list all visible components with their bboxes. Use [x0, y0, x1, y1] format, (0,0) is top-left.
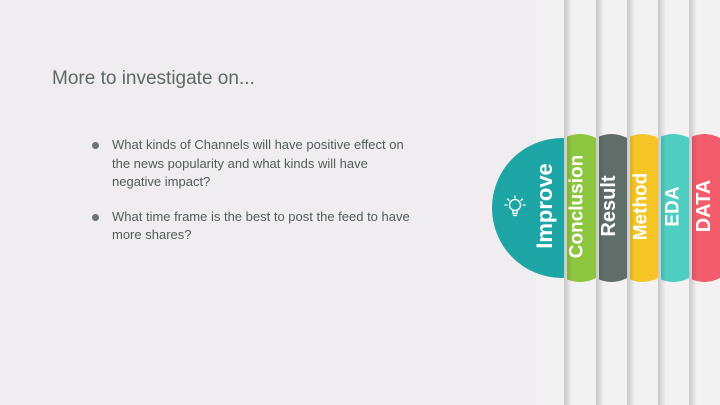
tab-result[interactable]: Result	[598, 175, 620, 237]
bullet-dot	[92, 213, 99, 221]
tab-shadow	[627, 0, 635, 405]
tab-shadow	[564, 0, 572, 405]
bullet-item: What time frame is the best to post the …	[90, 208, 420, 245]
tab-improve-shape	[492, 138, 564, 278]
bullet-dot	[92, 142, 99, 149]
tab-eda[interactable]: EDA	[662, 185, 684, 227]
tab-shadow	[596, 0, 604, 405]
tab-shadow	[658, 0, 666, 405]
slide-title: More to investigate on...	[52, 68, 255, 89]
bullet-item: What kinds of Channels will have positiv…	[90, 136, 420, 192]
bullet-list: What kinds of Channels will have positiv…	[90, 136, 420, 261]
tab-improve[interactable]: Improve	[532, 163, 557, 249]
bullet-text: What kinds of Channels will have positiv…	[112, 137, 404, 189]
bullet-text: What time frame is the best to post the …	[112, 208, 410, 243]
lightbulb-icon	[504, 195, 526, 217]
tab-shadow	[689, 0, 697, 405]
tab-conclusion[interactable]: Conclusion	[566, 154, 588, 258]
tab-method[interactable]: Method	[630, 172, 652, 240]
tab-data[interactable]: DATA	[693, 179, 715, 233]
